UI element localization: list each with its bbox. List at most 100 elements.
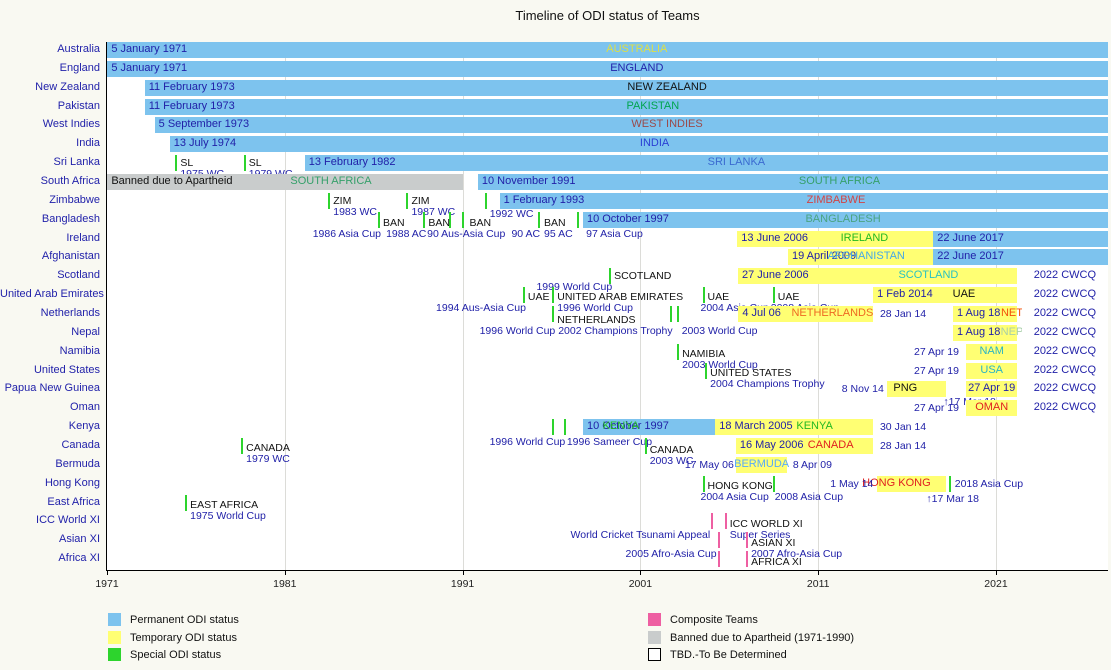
annotation: 2004 Asia Cup: [700, 490, 769, 503]
annotation: 1999 World Cup: [536, 281, 613, 294]
bar-name: SOUTH AFRICA: [290, 175, 372, 187]
legend-item-temporary: Temporary ODI status: [108, 630, 528, 645]
row-label-hong-kong: Hong Kong: [44, 476, 100, 489]
chart-title: Timeline of ODI status of Teams: [515, 8, 700, 23]
row-label-bangladesh: Bangladesh: [41, 212, 100, 225]
annotation: 1983 WC: [333, 205, 378, 218]
bar-name: OMAN: [975, 401, 1009, 414]
annotation: NETHERLANDS: [557, 314, 636, 326]
bar-united-arab-emirates: 1 Feb 2014 UAE: [873, 287, 1018, 304]
annotation: AFRICA XI: [751, 556, 802, 569]
axis-tick: [995, 571, 997, 575]
legend-swatch: [648, 630, 661, 644]
annotation: UAE: [527, 291, 550, 304]
bar-namibia: 2022 CWCQ: [1021, 343, 1108, 360]
event-tick: [538, 211, 541, 228]
annotation: 1988 AC: [386, 227, 427, 240]
row-label-england: England: [59, 61, 100, 74]
annotation: BAN: [428, 216, 450, 229]
row-label-west-indies: West Indies: [42, 118, 100, 131]
bar-name: 2022 CWCQ: [1033, 269, 1097, 282]
legend-label: Temporary ODI status: [130, 631, 237, 644]
bar-bangladesh: 10 October 1997 BANGLADESH: [582, 211, 1108, 228]
bar-date: 22 June 2017: [937, 250, 1004, 263]
bar-netherlands: 1 Aug 18 NET: [952, 306, 1023, 322]
bar-name: ENGLAND: [610, 61, 664, 74]
legend-item-special: Special ODI status: [108, 648, 528, 662]
bar-date: 10 October 1997: [586, 420, 669, 433]
bar-nepal: 1 Aug 18 NEP: [952, 324, 1023, 341]
event-tick: [772, 287, 775, 304]
axis-tick: [462, 571, 464, 575]
legend-swatch: [108, 630, 121, 644]
annotation: ZIM: [333, 194, 352, 207]
event-tick: [552, 287, 555, 304]
bar-date: 11 February 1973: [148, 99, 235, 112]
event-tick: [423, 211, 426, 228]
plot-left-border: [106, 42, 107, 571]
event-tick: [717, 551, 720, 568]
row-label-zimbabwe: Zimbabwe: [49, 193, 100, 206]
row-label-united-arab-emirates: United Arab Emirates: [0, 288, 104, 301]
annotation: 27 Apr 19: [914, 364, 959, 377]
bar-date: 5 September 1973: [158, 118, 250, 131]
bar-date: 22 June 2017: [937, 231, 1004, 244]
event-tick: [702, 287, 705, 304]
annotation: UNITED STATES: [710, 366, 792, 379]
annotation: Super Series: [729, 529, 791, 542]
event-tick: [552, 306, 555, 322]
bar-date: 18 March 2005: [719, 420, 793, 433]
annotation: 1996 Sameer Cup: [566, 436, 653, 449]
annotation: 97 Asia Cup: [586, 227, 643, 240]
legend-swatch: [648, 613, 661, 626]
event-tick: [328, 192, 331, 209]
axis-tick: [284, 571, 286, 575]
legend-swatch: [108, 613, 121, 626]
annotation: 2004 Asia Cup: [700, 302, 769, 315]
row-label-africa-xi: Africa XI: [58, 552, 100, 565]
x-axis-line: [107, 570, 1108, 571]
row-label-india: India: [76, 137, 100, 150]
row-label-australia: Australia: [57, 43, 100, 55]
row-label-canada: Canada: [61, 439, 100, 451]
decade-gridline: [640, 42, 642, 570]
annotation: 1996 World Cup: [479, 325, 556, 337]
bar-papua-new-guinea: PNG: [886, 381, 947, 398]
bar-name: CANADA: [807, 439, 854, 451]
bar-nepal: 2022 CWCQ: [1021, 324, 1108, 341]
bar-name: 2022 CWCQ: [1033, 401, 1097, 414]
legend-item-tbd-to: TBD.-To Be Determined: [648, 648, 1068, 662]
event-tick: [185, 494, 188, 511]
bar-date: 13 February 1982: [308, 156, 396, 169]
bar-west-indies: 5 September 1973 WEST INDIES: [154, 117, 1108, 134]
bar-netherlands: 2022 CWCQ: [1021, 306, 1108, 322]
bar-ireland: 13 June 2006 IRELAND: [737, 230, 934, 247]
bar-zimbabwe: 1 February 1993 ZIMBABWE: [499, 192, 1108, 209]
annotation: 2002 Champions Trophy: [558, 325, 673, 337]
axis-year-label: 2011: [806, 578, 830, 590]
bar-date: 5 January 1971: [111, 43, 188, 55]
bar-date: 27 June 2006: [742, 269, 809, 282]
legend-item-permanent: Permanent ODI status: [108, 613, 528, 627]
annotation: NAMIBIA: [682, 347, 726, 360]
event-tick: [711, 513, 714, 530]
annotation: 1996 World Cup: [489, 436, 566, 449]
axis-year-label: 1981: [273, 578, 297, 590]
bar-name: USA: [980, 363, 1004, 376]
annotation: CANADA: [246, 442, 290, 454]
bar-name: PNG: [893, 382, 918, 395]
bar-hong-kong: HONG KONG: [862, 475, 947, 492]
bar-name: UAE: [952, 288, 976, 301]
annotation: ↑17 Mar 18: [926, 492, 979, 505]
event-tick: [609, 268, 612, 285]
bar-name: WEST INDIES: [631, 118, 703, 131]
annotation: 2007 Afro-Asia Cup: [751, 548, 843, 561]
bar-name: NET: [1000, 307, 1023, 319]
bar-date: 1 Feb 2014: [877, 288, 933, 301]
bar-date: 13 July 1974: [173, 137, 237, 150]
bar-united-arab-emirates: 2022 CWCQ: [1021, 287, 1108, 304]
bar-name: SOUTH AFRICA: [798, 175, 881, 187]
bar-south-africa: 10 November 1991 SOUTH AFRICA: [477, 174, 1108, 190]
annotation: SL: [248, 157, 262, 170]
bar-india: 13 July 1974 INDIA: [169, 136, 1108, 153]
